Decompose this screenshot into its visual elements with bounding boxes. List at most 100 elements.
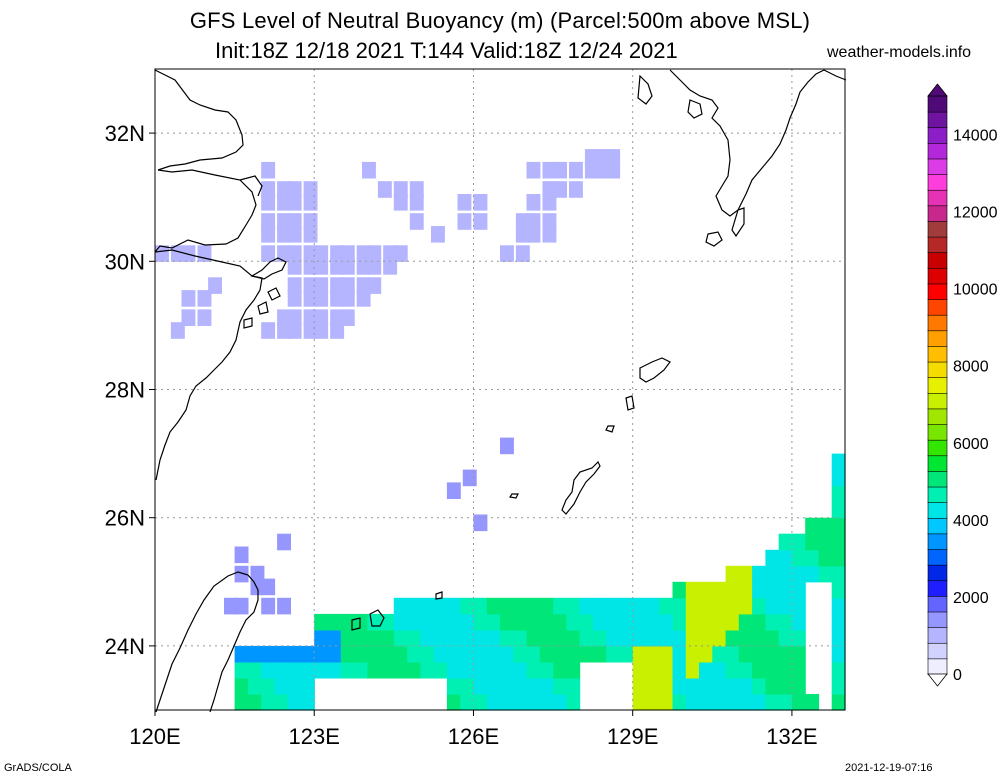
green-band-cell [486,645,501,663]
green-band-cell [831,501,846,519]
green-band-cell [473,597,488,615]
blue-north-cell [208,277,222,294]
green-band-cell [738,694,753,711]
colorbar-segment [927,314,948,332]
green-band-cell [765,645,780,663]
blue-north-cell [197,290,212,307]
green-band-cell [659,661,674,679]
green-band-cell [606,597,621,615]
green-band-cell [685,581,700,599]
green-band-cell [367,645,382,663]
green-band-cell [791,613,806,631]
green-band-cell [592,597,607,615]
green-band-cell [632,613,647,631]
green-band-cell [831,549,846,567]
green-band-cell [261,678,276,695]
green-band-cell [460,678,475,695]
green-band-cell [725,678,740,695]
green-band-cell [752,678,766,695]
green-band-cell [526,694,541,711]
green-band-cell [526,613,541,631]
yangtze-mouth [239,175,263,197]
green-band-cell [486,597,501,615]
green-band-cell [553,613,567,631]
x-tick-label: 120E [129,724,180,749]
taiwan [155,571,259,713]
green-band-cell [805,694,820,711]
blue-north-cell [526,226,541,243]
colorbar-label: 14000 [953,128,998,145]
green-band-cell [632,678,647,695]
green-band-cell [791,597,806,615]
colorbar-label: 10000 [953,282,998,299]
green-band-cell [831,661,846,679]
green-band-cell [340,613,355,631]
blue-north-cell [409,181,424,198]
green-band-cell [778,597,793,615]
green-band-cell [712,694,727,711]
green-band-cell [433,629,448,647]
blue-north-cell [170,322,185,339]
green-band-cell [725,581,740,599]
green-band-cell [380,645,395,663]
blue-north-cell [181,309,196,326]
green-band-cell [446,694,461,711]
blue-north-cell [314,258,329,275]
green-band-cell [632,597,647,615]
blue-north-cell [287,322,302,339]
y-tick-label: 28N [105,378,145,403]
green-band-cell [539,613,554,631]
green-band-cell [831,597,846,615]
green-band-cell [261,694,276,711]
blue-north-cell [303,226,318,243]
blue-north-cell [277,309,291,326]
green-band-cell [327,613,342,631]
green-band-cell [646,661,660,679]
green-band-cell [526,629,541,647]
green-band-cell [752,597,766,615]
green-band-cell [831,581,846,599]
green-band-cell [672,581,687,599]
blue-north-cell [261,213,276,230]
green-band-cell [699,629,713,647]
blue-north-cell [287,213,302,230]
green-band-cell [500,597,514,615]
blue-north-cell [393,245,408,262]
green-band-cell [738,597,753,615]
x-tick-label: 123E [289,724,340,749]
blue-north-cell [584,161,599,179]
green-band-cell [752,581,766,599]
green-band-cell [367,613,382,631]
green-band-cell [446,661,461,679]
x-tick-label: 132E [766,724,817,749]
green-band-cell [433,613,448,631]
green-band-cell [234,694,249,711]
green-band-cell [805,565,820,583]
colorbar-segment [927,283,948,300]
green-band-cell [513,629,528,647]
green-band-cell [539,645,554,663]
green-band-cell [738,629,753,647]
taiwan-blue-cell [234,597,249,615]
colorbar-segment [927,236,948,254]
green-band-cell [566,694,581,711]
plot-fill [155,149,846,711]
blue-north-cell [314,277,329,294]
colorbar-segment [927,142,948,160]
green-band-cell [473,661,488,679]
green-band-cell [712,661,727,679]
green-band-cell [553,678,567,695]
hangzhou-bay [250,257,287,280]
blue-north-cell [287,226,302,243]
green-band-cell [433,661,448,679]
green-band-cell [778,645,793,663]
blue-north-cell [367,258,382,275]
taiwan-blue-cell [261,578,276,596]
blue-north-cell [377,181,392,198]
green-band-cell [606,613,621,631]
green-band-cell [526,661,541,679]
green-band-cell [619,629,634,647]
green-band-cell [699,581,713,599]
blue-scattered-cell [500,437,514,455]
green-band-cell [513,645,528,663]
